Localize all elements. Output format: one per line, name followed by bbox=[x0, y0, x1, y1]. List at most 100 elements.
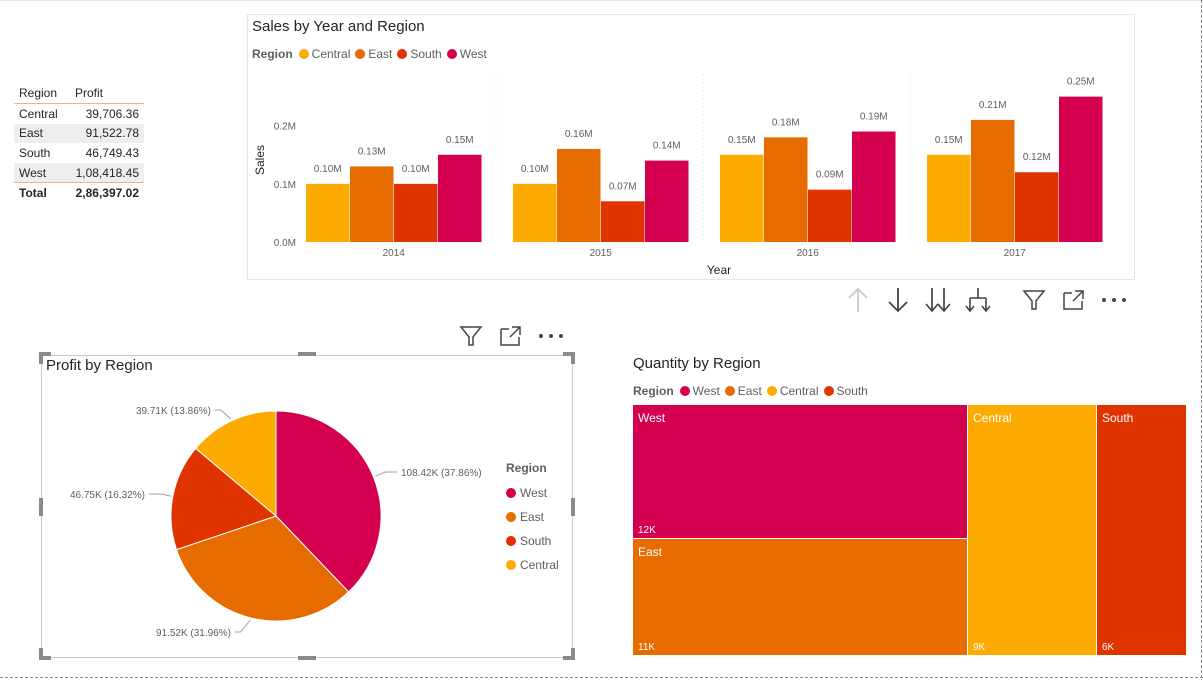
legend-label: East bbox=[520, 510, 545, 524]
resize-handle[interactable] bbox=[39, 352, 51, 356]
legend-item[interactable]: West bbox=[679, 384, 720, 398]
more-options-icon[interactable] bbox=[1094, 295, 1134, 305]
arrow-down-icon[interactable] bbox=[878, 286, 918, 314]
bar[interactable] bbox=[513, 183, 557, 242]
tile-value: 11K bbox=[638, 642, 656, 653]
expand-hierarchy-icon[interactable] bbox=[958, 286, 998, 314]
pie-slice[interactable] bbox=[194, 410, 277, 518]
x-tick-label: 2016 bbox=[797, 248, 820, 259]
legend-label: Central bbox=[311, 47, 351, 61]
resize-handle[interactable] bbox=[563, 656, 575, 660]
bar[interactable] bbox=[720, 154, 764, 242]
resize-handle[interactable] bbox=[571, 352, 575, 364]
legend-item[interactable]: West bbox=[446, 47, 487, 61]
resize-handle[interactable] bbox=[563, 352, 575, 356]
treemap-tile[interactable] bbox=[633, 405, 967, 538]
legend-marker bbox=[506, 512, 516, 522]
legend-item[interactable]: South bbox=[397, 47, 442, 61]
data-label: 0.19M bbox=[860, 112, 888, 123]
filter-icon[interactable] bbox=[451, 324, 491, 348]
profit-table[interactable]: Region Profit Central 39,706.36 East 91,… bbox=[14, 78, 144, 203]
bar[interactable] bbox=[927, 154, 971, 242]
bar[interactable] bbox=[1059, 96, 1103, 242]
legend-item[interactable]: East bbox=[724, 384, 762, 398]
data-label-bg bbox=[973, 95, 1012, 112]
data-label-bg bbox=[647, 136, 686, 153]
resize-handle[interactable] bbox=[39, 656, 51, 660]
legend-title: Region bbox=[506, 461, 547, 475]
legend-label: Central bbox=[779, 384, 819, 398]
filter-icon[interactable] bbox=[1014, 288, 1054, 312]
bar[interactable] bbox=[645, 160, 689, 242]
double-arrow-down-icon[interactable] bbox=[918, 286, 958, 314]
arrow-up-icon[interactable] bbox=[838, 286, 878, 314]
resize-handle[interactable] bbox=[298, 352, 316, 356]
treemap-tile[interactable] bbox=[633, 539, 967, 655]
pie-slice[interactable] bbox=[275, 410, 382, 593]
data-label-bg bbox=[515, 159, 554, 176]
resize-handle[interactable] bbox=[571, 648, 575, 660]
table-row[interactable]: West 1,08,418.45 bbox=[14, 162, 144, 183]
data-label: 0.18M bbox=[772, 117, 800, 128]
legend-marker bbox=[766, 386, 777, 396]
cell-region: Central bbox=[19, 106, 58, 121]
bar[interactable] bbox=[557, 148, 601, 242]
legend-marker bbox=[506, 536, 516, 546]
legend-item[interactable]: Central bbox=[506, 553, 559, 577]
table-total-row: Total 2,86,397.02 bbox=[14, 182, 144, 203]
table-row[interactable]: Central 39,706.36 bbox=[14, 104, 144, 124]
cell-region: East bbox=[19, 126, 44, 141]
data-label-bg bbox=[352, 142, 391, 159]
table-row[interactable]: East 91,522.78 bbox=[14, 123, 144, 144]
data-label: 0.12M bbox=[1023, 152, 1051, 163]
resize-handle[interactable] bbox=[39, 648, 43, 660]
focus-mode-icon[interactable] bbox=[491, 324, 531, 348]
chart-legend: Region Central East South West bbox=[252, 47, 492, 61]
quantity-treemap-visual[interactable]: Quantity by Region Region West East Cent… bbox=[628, 350, 1193, 660]
legend-item[interactable]: South bbox=[823, 384, 868, 398]
bar[interactable] bbox=[601, 201, 645, 242]
pie-slice[interactable] bbox=[175, 515, 350, 622]
table-row[interactable]: South 46,749.43 bbox=[14, 143, 144, 163]
legend-item[interactable]: East bbox=[355, 47, 392, 61]
bar[interactable] bbox=[350, 166, 394, 242]
legend-item[interactable]: East bbox=[506, 505, 559, 529]
more-options-icon[interactable] bbox=[531, 331, 571, 341]
resize-handle[interactable] bbox=[39, 352, 43, 364]
bar[interactable] bbox=[808, 189, 852, 242]
treemap-tile[interactable] bbox=[1097, 405, 1186, 655]
bar[interactable] bbox=[1015, 172, 1059, 242]
legend-marker bbox=[298, 49, 309, 59]
resize-handle[interactable] bbox=[39, 498, 43, 516]
bar[interactable] bbox=[394, 183, 438, 242]
table-header: Region Profit bbox=[14, 78, 144, 104]
cell-profit: 1,08,418.45 bbox=[75, 165, 139, 180]
bar[interactable] bbox=[764, 137, 808, 242]
bar[interactable] bbox=[438, 154, 482, 242]
sales-bar-chart-visual[interactable]: Sales by Year and Region Region Central … bbox=[247, 14, 1135, 280]
column-header-profit[interactable]: Profit bbox=[75, 86, 104, 100]
focus-mode-icon[interactable] bbox=[1054, 288, 1094, 312]
legend-marker bbox=[506, 488, 516, 498]
data-label-bg bbox=[1017, 148, 1056, 165]
legend-item[interactable]: West bbox=[506, 481, 559, 505]
x-tick-label: 2017 bbox=[1004, 248, 1027, 259]
bar[interactable] bbox=[971, 119, 1015, 242]
legend-label: Central bbox=[520, 558, 559, 572]
bar[interactable] bbox=[852, 131, 896, 242]
bar[interactable] bbox=[306, 183, 350, 242]
data-label-bg bbox=[396, 159, 435, 176]
resize-handle[interactable] bbox=[298, 656, 316, 660]
legend-marker bbox=[506, 560, 516, 570]
resize-handle[interactable] bbox=[571, 498, 575, 516]
legend-item[interactable]: Central bbox=[298, 47, 351, 61]
column-header-region[interactable]: Region bbox=[19, 86, 58, 100]
legend-label: West bbox=[459, 47, 487, 61]
legend-item[interactable]: South bbox=[506, 529, 559, 553]
legend-item[interactable]: Central bbox=[766, 384, 819, 398]
data-label: 0.10M bbox=[314, 164, 342, 175]
pie-slice[interactable] bbox=[170, 447, 278, 551]
treemap-tile[interactable] bbox=[968, 405, 1096, 655]
tile-value: 9K bbox=[973, 642, 986, 653]
cell-region: West bbox=[19, 165, 47, 180]
